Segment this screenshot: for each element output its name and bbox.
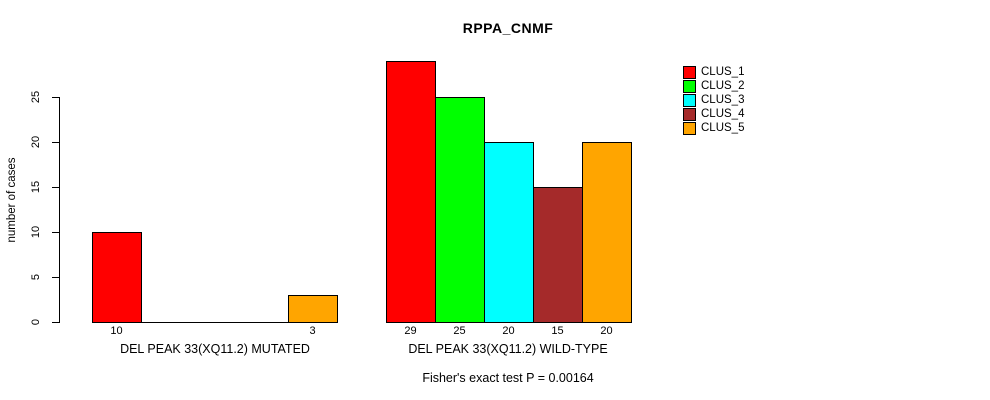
legend-item: CLUS_2 <box>683 80 744 93</box>
y-axis-label: number of cases <box>6 157 18 243</box>
y-tick-label: 0 <box>30 318 42 326</box>
y-tick-mark <box>52 322 59 323</box>
group-baseline <box>92 322 338 323</box>
y-tick-label: 15 <box>30 180 42 194</box>
y-tick-label: 10 <box>30 225 42 239</box>
legend-swatch-CLUS_4 <box>683 108 696 121</box>
bar-mutated-CLUS_1 <box>92 232 142 323</box>
legend-swatch-CLUS_1 <box>683 66 696 79</box>
bar-value-label: 25 <box>453 325 466 337</box>
bar-value-label: 10 <box>110 325 123 337</box>
bar-wildtype-CLUS_2 <box>435 97 485 323</box>
fisher-test-note: Fisher's exact test P = 0.00164 <box>422 371 594 385</box>
legend-item: CLUS_3 <box>683 94 744 107</box>
y-tick-mark <box>52 277 59 278</box>
y-tick-mark <box>52 187 59 188</box>
bar-value-label: 3 <box>309 325 316 337</box>
x-group-label-wildtype: DEL PEAK 33(XQ11.2) WILD-TYPE <box>408 342 608 356</box>
y-tick-label: 20 <box>30 135 42 149</box>
y-tick-mark <box>52 97 59 98</box>
y-tick-mark <box>52 142 59 143</box>
legend-item: CLUS_1 <box>683 66 744 79</box>
bar-wildtype-CLUS_1 <box>386 61 436 323</box>
y-tick-label: 25 <box>30 90 42 104</box>
legend-label: CLUS_4 <box>701 108 745 120</box>
bar-value-label: 15 <box>551 325 564 337</box>
bar-value-label: 20 <box>502 325 515 337</box>
y-tick-label: 5 <box>30 273 42 281</box>
y-axis-line <box>59 97 60 323</box>
bar-wildtype-CLUS_5 <box>582 142 632 323</box>
chart-title: RPPA_CNMF <box>462 20 554 36</box>
legend-swatch-CLUS_5 <box>683 122 696 135</box>
bar-value-label: 29 <box>404 325 417 337</box>
bar-value-label: 20 <box>600 325 613 337</box>
legend-label: CLUS_5 <box>701 122 745 134</box>
legend-item: CLUS_5 <box>683 122 744 135</box>
bar-mutated-CLUS_5 <box>288 295 338 323</box>
legend-label: CLUS_1 <box>701 66 745 78</box>
bar-wildtype-CLUS_3 <box>484 142 534 323</box>
y-tick-mark <box>52 232 59 233</box>
legend-swatch-CLUS_2 <box>683 80 696 93</box>
legend-swatch-CLUS_3 <box>683 94 696 107</box>
legend-item: CLUS_4 <box>683 108 744 121</box>
bar-wildtype-CLUS_4 <box>533 187 583 323</box>
legend-label: CLUS_3 <box>701 94 745 106</box>
x-group-label-mutated: DEL PEAK 33(XQ11.2) MUTATED <box>120 342 310 356</box>
legend-label: CLUS_2 <box>701 80 745 92</box>
